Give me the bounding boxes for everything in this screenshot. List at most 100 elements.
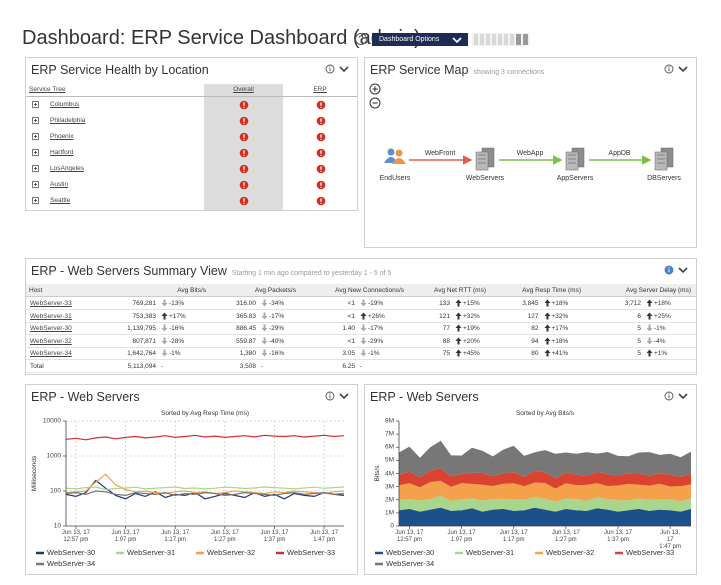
column-header: Avg Net RTT (ms)	[433, 287, 486, 294]
summary-table: Host Avg Bits/s Avg Packets/s Avg New Conne…	[26, 284, 696, 374]
expand-toggle[interactable]	[32, 165, 40, 173]
cell-change: -1%	[368, 350, 380, 358]
collapse-chevron[interactable]	[678, 66, 688, 73]
server-front	[565, 151, 579, 171]
location-link[interactable]: Columbus	[50, 101, 80, 108]
row-rule	[26, 359, 696, 361]
up-arrow	[646, 299, 653, 307]
x-tick-label: Jun 13, 17 1:27 pm	[551, 530, 580, 543]
host-name[interactable]: WebServer-31	[30, 312, 72, 320]
cell-value: 365.83	[236, 312, 256, 320]
collapse-chevron[interactable]	[339, 66, 349, 73]
arrow-shape	[360, 324, 367, 332]
arrow-shape	[261, 324, 268, 332]
expand-toggle[interactable]	[32, 117, 40, 125]
location-link[interactable]: Philadelphia	[50, 117, 86, 124]
server-node[interactable]	[475, 147, 495, 171]
toggle-plus	[34, 119, 37, 122]
panel-title: ERP Service Health by Location	[31, 63, 209, 77]
y-tick-label: 7M	[384, 430, 394, 438]
user-head	[387, 148, 395, 156]
alert-dot	[320, 202, 322, 205]
cell-change: +1%	[654, 350, 668, 358]
info-icon[interactable]	[664, 64, 674, 74]
host-name[interactable]: WebServer-32	[30, 337, 72, 345]
cell-value: 82	[531, 325, 539, 333]
cell-value: <1	[347, 300, 355, 307]
info-dot	[329, 66, 331, 68]
health-table: Service Tree Overall ERP Columbus Philadelph…	[26, 84, 357, 210]
cell-value: 5	[637, 350, 641, 358]
up-arrow	[544, 337, 550, 345]
server-node[interactable]	[565, 147, 585, 171]
info-icon[interactable]	[325, 64, 335, 74]
panel-icons	[664, 64, 688, 74]
series-area	[399, 507, 691, 526]
cell-value: 75	[442, 350, 450, 358]
row-rule	[26, 334, 696, 336]
expand-toggle[interactable]	[32, 181, 40, 189]
host-name[interactable]: WebServer-34	[30, 350, 72, 358]
host-name: Total	[30, 363, 44, 370]
cell-change: -19%	[368, 300, 384, 307]
up-arrow	[455, 349, 462, 357]
column-header: Host	[29, 287, 43, 294]
cell-change: +15%	[463, 300, 480, 307]
down-arrow	[646, 324, 653, 332]
arrow-shape	[544, 337, 550, 345]
zoom-out[interactable]	[369, 97, 381, 109]
panel-icons	[664, 391, 688, 401]
arrow-shape	[455, 349, 462, 357]
alert-dot	[243, 122, 245, 125]
toggle-plus	[34, 199, 37, 202]
cell-value: 80	[531, 350, 539, 358]
arrow-shape	[646, 324, 653, 332]
arrow-shape	[455, 324, 462, 332]
location-link[interactable]: Austin	[50, 181, 69, 188]
location-link[interactable]: Hartford	[50, 149, 74, 156]
toggle-plus	[34, 183, 37, 186]
dashboard-options-button[interactable]: Dashboard Options	[372, 33, 468, 46]
y-axis-label: Milliseconds	[31, 455, 38, 491]
host-name[interactable]: WebServer-30	[30, 325, 72, 333]
x-tick-label: Jun 13, 17 1:47 pm	[310, 530, 339, 543]
chart: Sorted by Avg Bits/s Bits/s	[374, 410, 691, 566]
arrow-shape	[455, 312, 462, 320]
user-body	[392, 158, 406, 164]
info-icon[interactable]	[664, 391, 674, 401]
arrow-shape	[261, 349, 268, 357]
arrow-shape	[261, 312, 268, 320]
alert-dot	[320, 154, 322, 157]
server-node[interactable]	[654, 147, 674, 171]
column-header: Avg Resp Time (ms)	[522, 287, 581, 294]
info-icon[interactable]	[325, 391, 335, 401]
alert-icon	[239, 132, 249, 142]
collapse-chevron[interactable]	[339, 393, 349, 400]
info-icon[interactable]	[664, 265, 674, 275]
alert-icon	[239, 164, 249, 174]
panel-title: ERP - Web Servers	[370, 390, 479, 404]
cell-value: 1,642,764	[127, 350, 156, 358]
help-icon[interactable]	[354, 32, 368, 46]
expand-toggle[interactable]	[32, 133, 40, 141]
zoom-in[interactable]	[369, 83, 381, 95]
expand-toggle[interactable]	[32, 197, 40, 205]
cell-change: -17%	[368, 325, 384, 333]
cell-value: 3,508	[239, 363, 256, 370]
location-link[interactable]: LosAngeles	[50, 165, 84, 172]
cell-change: +18%	[551, 300, 569, 307]
collapse-chevron[interactable]	[678, 393, 688, 400]
cell-change: -40%	[269, 337, 285, 345]
cell-change: +32%	[551, 312, 569, 320]
chevron	[452, 37, 462, 44]
expand-toggle[interactable]	[32, 149, 40, 157]
arrow-shape	[161, 312, 168, 320]
collapse-chevron[interactable]	[678, 267, 688, 274]
users-node[interactable]	[384, 148, 406, 165]
host-name[interactable]: WebServer-33	[30, 300, 72, 307]
expand-toggle[interactable]	[32, 101, 40, 109]
location-link[interactable]: Phoenix	[50, 133, 74, 140]
panel-title: ERP - Web Servers Summary View Starting 1…	[31, 264, 391, 278]
location-link[interactable]: Seattle	[50, 197, 71, 204]
cell-change: +26%	[368, 312, 385, 320]
